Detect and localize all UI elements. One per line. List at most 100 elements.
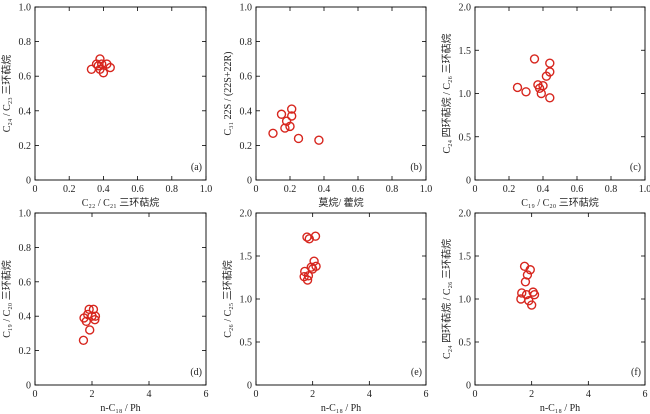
panel-e: 0 2 4 6 0 0.5 1.0 1.5 2.0 (e) n-C₁₈ / Ph C₂₆ / C₂₅ … [221,209,429,414]
data-point [96,59,107,69]
plot-frame [255,212,427,386]
panel-label: (d) [190,367,202,378]
panel-f: 0 2 4 6 0 0.5 1.0 1.5 2.0 (f) n-C₁₈ / Ph C₂₄ 四环萜烷 /… [440,209,648,414]
data-point [78,335,89,345]
x-tick-label: 2 [310,389,315,400]
panel-label: (c) [630,162,641,173]
data-point [526,300,537,310]
data-point [517,288,527,298]
panel-label: (a) [191,162,202,173]
x-tick-label: 0.6 [131,184,144,195]
y-tick-label: 0.4 [19,312,32,323]
data-point [310,231,321,241]
data-point [268,128,278,138]
y-tick-label: 0.5 [459,338,472,349]
x-axis-label: C₂₂ / C₂₁ 三环萜烷 [82,196,160,209]
data-point [311,261,321,272]
x-tick-label: 0.2 [63,184,76,195]
plot-frame [474,6,646,181]
y-tick-label: 0 [466,381,471,392]
data-point [529,54,540,64]
data-point [276,109,287,119]
x-tick-label: 0.4 [318,184,331,195]
x-tick-label: 4 [367,389,372,400]
x-tick-label: 0.8 [166,184,179,195]
x-axis-label: n-C₁₈ / Ph [100,403,140,414]
y-tick-label: 1.0 [240,3,253,14]
y-axis-label: C₂₄ / C₂₃ 三环萜烷 [0,55,13,133]
plot-frame [34,6,207,181]
y-axis-label: C₂₄ 四环萜烷 / C₂₆ 三环萜烷 [440,239,453,359]
x-tick-label: 0.2 [284,184,297,195]
data-point [521,87,531,97]
y-tick-label: 0.8 [240,37,253,48]
panel-b: 0 0.2 0.4 0.6 0.8 1.0 0 0.2 0.4 0.6 0.8 1.0 (b) 莫烷/ 藿… [223,3,432,210]
panel-label: (f) [631,367,641,378]
y-axis-label: C₂₄ 四环萜烷 / C₂₆ 三环萜烷 [440,33,453,153]
data-point [98,68,109,78]
data-point [85,325,95,335]
data-point [303,271,314,281]
panel-label: (b) [410,162,422,173]
x-axis-label: C₁₉ / C₂₀ 三环萜烷 [521,196,599,209]
data-point [304,234,314,244]
x-tick-label: 0 [33,184,38,195]
x-tick-label: 0.6 [352,184,365,195]
y-tick-label: 0 [247,381,252,392]
x-tick-label: 6 [643,389,648,400]
plot-frame [474,212,646,386]
y-tick-label: 0.6 [240,72,253,83]
data-point [81,316,92,327]
x-tick-label: 1.0 [420,184,433,195]
y-tick-label: 0.4 [19,106,32,117]
y-tick-label: 0 [26,176,31,187]
x-tick-label: 4 [586,389,591,400]
y-axis-label: C₂₆ / C₂₅ 三环萜烷 [221,260,234,338]
data-point [287,111,297,121]
x-tick-label: 0.4 [97,184,110,195]
y-tick-label: 0.2 [19,346,32,357]
x-tick-label: 1.0 [200,184,213,195]
data-point [512,82,523,93]
x-tick-label: 2 [90,389,95,400]
y-tick-label: 0.2 [19,141,32,152]
data-point [529,290,540,300]
data-point [287,104,297,114]
x-tick-label: 0.2 [503,184,516,195]
y-tick-label: 0 [466,176,471,187]
y-tick-label: 0.2 [240,141,253,152]
y-tick-label: 2.0 [459,209,472,220]
x-tick-label: 6 [424,389,429,400]
y-axis-label: C₁₉ / C₂₀ 三环萜烷 [0,260,13,338]
data-point [314,135,324,145]
data-point [538,81,548,91]
x-tick-label: 6 [204,389,209,400]
x-axis-label: n-C₁₈ / Ph [321,403,361,414]
x-tick-label: 0 [473,184,478,195]
x-tick-label: 2 [529,389,534,400]
data-point [105,62,115,73]
x-tick-label: 0 [33,389,38,400]
y-tick-label: 0.8 [19,37,32,48]
data-point [90,311,101,321]
data-point [545,58,555,68]
x-tick-label: 0.8 [386,184,399,195]
y-tick-label: 0 [26,381,31,392]
y-tick-label: 0.4 [240,106,253,117]
data-point [285,121,295,132]
data-point [545,93,555,103]
x-tick-label: 0.4 [537,184,550,195]
data-point [525,265,535,275]
data-point [309,256,319,266]
panel-a: 0 0.2 0.4 0.6 0.8 1.0 0 0.2 0.4 0.6 0.8 1.0 (a) C₂₂ /… [0,3,212,210]
x-tick-label: 4 [147,389,152,400]
y-tick-label: 2.0 [240,209,253,220]
y-tick-label: 0.6 [19,72,32,83]
data-point [90,314,100,325]
y-tick-label: 1.5 [459,46,472,57]
y-tick-label: 0 [247,176,252,187]
data-point [522,270,533,280]
plot-frame [255,6,427,181]
y-tick-label: 2.0 [459,3,472,14]
